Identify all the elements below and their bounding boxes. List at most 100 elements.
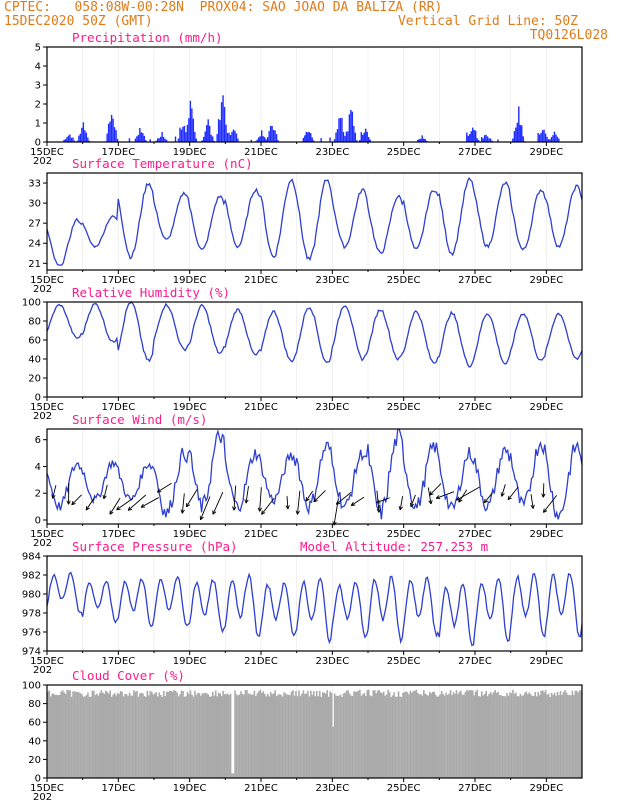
cloud-bar — [185, 696, 187, 778]
precip-bar — [210, 134, 212, 142]
precip-bar — [223, 106, 226, 142]
cloud-bar — [229, 693, 232, 778]
precip-bar — [369, 139, 371, 142]
x-tick-label: 15DEC — [30, 147, 64, 158]
cloud-bar — [143, 696, 146, 778]
cloud-bar — [274, 690, 276, 778]
cloud-bar — [480, 691, 483, 778]
cloud-bar — [573, 695, 575, 778]
x-tick-label: 15DEC — [30, 402, 64, 413]
precip-bar — [348, 114, 351, 142]
cloud-bar — [87, 692, 89, 778]
precip-bar — [363, 132, 365, 142]
cloud-bar — [159, 694, 162, 778]
cloud-bar — [261, 692, 263, 778]
cloud-bar — [284, 693, 287, 778]
model-altitude: Model Altitude: 257.253 m — [300, 539, 488, 554]
cloud-bar — [195, 694, 198, 778]
x-tick-label: 19DEC — [173, 529, 207, 540]
cloud-bar — [289, 695, 291, 778]
wind-arrow — [305, 490, 314, 502]
y-tick-label: 4 — [35, 462, 41, 473]
precip-bar — [84, 130, 86, 142]
precip-bar — [73, 140, 76, 142]
cloud-bar — [234, 690, 236, 778]
wind-arrow-head — [156, 488, 160, 493]
wind-arrow — [259, 487, 262, 512]
precip-bar — [82, 122, 85, 142]
cloud-bar — [170, 691, 172, 778]
wind-arrow-head — [378, 508, 381, 513]
cloud-bar — [162, 690, 165, 778]
wind-arrow-head — [297, 510, 300, 515]
precip-bar — [158, 138, 160, 142]
cloud-bar — [388, 692, 391, 778]
precip-bar — [262, 136, 264, 142]
cloud-bar — [293, 695, 296, 778]
precip-bar — [110, 114, 113, 142]
cloud-bar — [571, 690, 574, 778]
wind-arrow — [336, 491, 352, 505]
wind-arrow-head — [85, 506, 88, 511]
cloud-bar — [167, 692, 169, 778]
cloud-bar — [558, 695, 560, 778]
precip-bar — [106, 133, 108, 142]
cloud-bar — [431, 691, 434, 778]
cloud-bar — [213, 695, 216, 778]
cloud-bar — [88, 696, 91, 778]
cloud-bar — [222, 690, 224, 778]
precip-bar — [116, 138, 119, 142]
precip-bar — [182, 126, 184, 142]
precip-bar — [476, 138, 478, 142]
wind-arrow-head — [52, 495, 56, 499]
cloud-bar — [394, 696, 397, 778]
cloud-bar — [124, 694, 126, 778]
cloud-bar — [268, 696, 271, 778]
x-tick-label: 17DEC — [101, 275, 135, 286]
precip-bar — [513, 131, 516, 142]
precip-bar — [302, 137, 305, 142]
cloud-bar — [115, 695, 117, 778]
precip-bar — [550, 137, 553, 142]
precip-bar — [359, 140, 361, 142]
cloud-bar — [460, 690, 462, 778]
cloud-bar — [292, 690, 294, 778]
cloud-bar — [406, 692, 409, 778]
x-tick-label: 23DEC — [315, 147, 349, 158]
precip-bar — [256, 139, 258, 142]
wind-arrow-head — [500, 492, 503, 497]
cloud-bar — [543, 692, 545, 778]
precip-bar — [88, 140, 91, 142]
wind-arrow-head — [128, 508, 133, 511]
cloud-bar — [186, 691, 189, 778]
cloud-bar — [298, 690, 300, 778]
cloud-bar — [214, 690, 217, 778]
cloud-bar — [158, 692, 161, 778]
cloud-bar — [507, 695, 510, 778]
precip-bar — [329, 137, 331, 142]
precip-bar — [195, 138, 198, 142]
precip-bar — [339, 118, 342, 142]
cloud-bar — [302, 690, 305, 778]
cloud-bar — [368, 689, 370, 778]
x-tick-label: 25DEC — [387, 147, 421, 158]
precip-bar — [66, 136, 68, 142]
cloud-bar — [339, 694, 342, 778]
cloud-bar — [250, 694, 253, 778]
cloud-bar — [231, 773, 233, 778]
precip-bar — [216, 134, 218, 142]
cloud-bar — [366, 690, 369, 778]
cloud-bar — [94, 695, 97, 778]
cloud-bar — [359, 689, 361, 778]
cloud-bar — [192, 696, 195, 778]
cloud-bar — [356, 691, 358, 778]
cloud-bar — [365, 695, 367, 778]
cloud-bar — [472, 690, 474, 778]
cloud-bar — [244, 690, 247, 778]
cloud-bar — [556, 691, 559, 778]
precip-bar — [485, 134, 487, 142]
y-tick-label: 6 — [35, 435, 41, 446]
x-tick-label: 29DEC — [529, 147, 563, 158]
x-tick-label: 23DEC — [315, 656, 349, 667]
cloud-bar — [271, 694, 274, 778]
